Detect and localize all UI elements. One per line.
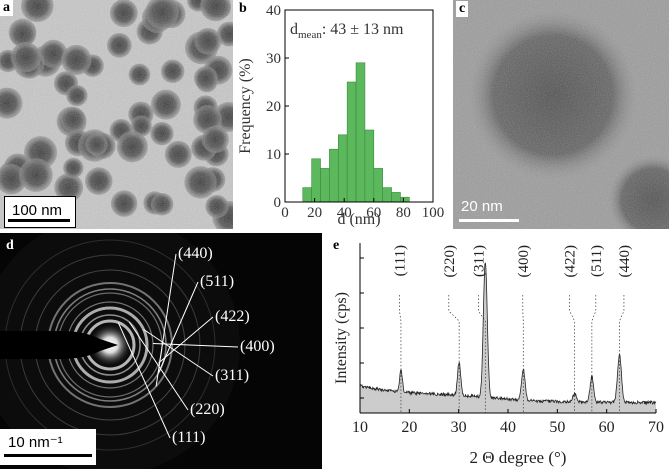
- xrd-fill: [360, 262, 656, 413]
- x-tick-label: 100: [422, 205, 445, 221]
- histogram-bar: [400, 196, 410, 203]
- ring-leader-line: [158, 316, 214, 364]
- ring-label: (311): [215, 367, 250, 384]
- x-axis-label: d (nm): [337, 211, 380, 228]
- diffraction-rings: [0, 233, 240, 469]
- histogram-bar: [302, 187, 312, 203]
- panel-e-xrd-pattern: 10 20 30 40 50 60 70 2 Θ degree (°) Intensity (c…: [326, 233, 669, 469]
- scalebar-box-d: 10 nm⁻¹: [0, 429, 96, 465]
- peak-leader-line: [569, 295, 575, 413]
- peak-label: (422): [563, 245, 579, 278]
- tem-nanoparticles-image: [0, 0, 233, 229]
- scalebar-label-a: 100 nm: [12, 202, 63, 219]
- histogram-bar: [382, 187, 392, 203]
- peak-label: (111): [392, 245, 408, 276]
- scalebar-bar-d: [4, 454, 92, 457]
- x-tick-label: 40: [337, 205, 352, 221]
- histogram-bar: [391, 192, 401, 203]
- ring-leader-line: [128, 321, 189, 411]
- x-tick-label: 20: [401, 419, 417, 436]
- x-tick-label: 70: [648, 419, 664, 436]
- x-tick-label: 60: [599, 419, 615, 436]
- peak-label: (400): [516, 245, 532, 278]
- panel-label-d: d: [6, 238, 14, 253]
- peak-label: (511): [589, 245, 605, 277]
- peak-leader-line: [619, 295, 625, 413]
- y-tick-label: 20: [266, 99, 281, 115]
- x-tick-label: 20: [307, 205, 322, 221]
- ring-label: (422): [215, 308, 250, 325]
- histogram-bar: [373, 168, 383, 203]
- histogram-bar: [320, 168, 330, 203]
- mean-annotation: dmean: 43 ± 13 nm: [290, 21, 404, 41]
- peak-leader-line: [399, 295, 402, 413]
- scalebar-label-c: 20 nm: [461, 198, 503, 215]
- panel-label-b: b: [236, 1, 250, 17]
- ring-leader-line: [155, 253, 177, 387]
- ring-leader-line: [117, 322, 171, 439]
- ring-label: (220): [190, 401, 225, 418]
- x-tick-label: 60: [366, 205, 381, 221]
- y-axis-label: Frequency (%): [237, 58, 254, 154]
- panel-label-a: a: [0, 0, 13, 16]
- peak-leader-line: [448, 295, 460, 413]
- histogram-bar: [337, 134, 348, 203]
- peak-label: (311): [471, 245, 487, 277]
- histogram-bar: [364, 129, 375, 203]
- hrtem-particle-image: [453, 0, 669, 229]
- histogram-bar: [329, 148, 339, 203]
- scalebar-box-a: 100 nm: [4, 196, 76, 228]
- ring-label: (440): [178, 245, 213, 262]
- ring-leader-line: [152, 342, 239, 348]
- ring-label: (511): [200, 273, 235, 290]
- panel-b-histogram: 0 20 40 60 80 100 0 10 20 30 40 d (nm) Frequency (%)…: [233, 0, 453, 229]
- x-tick-label: 80: [396, 205, 411, 221]
- xrd-chart: 10 20 30 40 50 60 70 2 Θ degree (°) Intensity (c…: [333, 243, 664, 467]
- peak-label: (220): [442, 245, 458, 278]
- beam-stopper: [0, 331, 118, 359]
- ring-label: (111): [172, 429, 206, 446]
- panel-label-e: e: [330, 238, 343, 254]
- panel-a-tem-image: a 100 nm: [0, 0, 233, 229]
- x-tick-label: 10: [352, 419, 368, 436]
- y-tick-label: 30: [266, 51, 281, 67]
- panel-c-hrtem-image: c 20 nm: [453, 0, 669, 229]
- x-tick-label: 40: [500, 419, 516, 436]
- y-tick-label: 10: [266, 147, 281, 163]
- scalebar-bar-c: [459, 219, 519, 222]
- scalebar-label-d: 10 nm⁻¹: [8, 434, 63, 451]
- scalebar-bar-a: [8, 219, 70, 222]
- x-tick-label: 0: [281, 205, 289, 221]
- y-tick-label: 40: [266, 3, 281, 19]
- peak-leader-line: [591, 295, 597, 413]
- peak-label: (440): [617, 245, 633, 278]
- y-axis-label: Intensity (cps): [333, 292, 350, 384]
- ring-leader-line: [143, 328, 214, 377]
- peak-leader-line: [478, 295, 486, 413]
- ring-label: (400): [240, 338, 275, 355]
- histogram-bar: [311, 158, 321, 203]
- histogram-bar: [346, 81, 357, 203]
- histogram-bar: [355, 62, 366, 203]
- x-tick-label: 30: [451, 419, 467, 436]
- x-tick-label: 50: [549, 419, 565, 436]
- xrd-line: [359, 262, 657, 406]
- y-tick-label: 0: [274, 195, 282, 211]
- panel-d-saed-pattern: d (440) (511) (422) (400) (311) (220) (111) 10…: [0, 233, 322, 469]
- panel-label-c: c: [456, 1, 469, 17]
- x-axis-label: 2 Θ degree (°): [470, 448, 567, 467]
